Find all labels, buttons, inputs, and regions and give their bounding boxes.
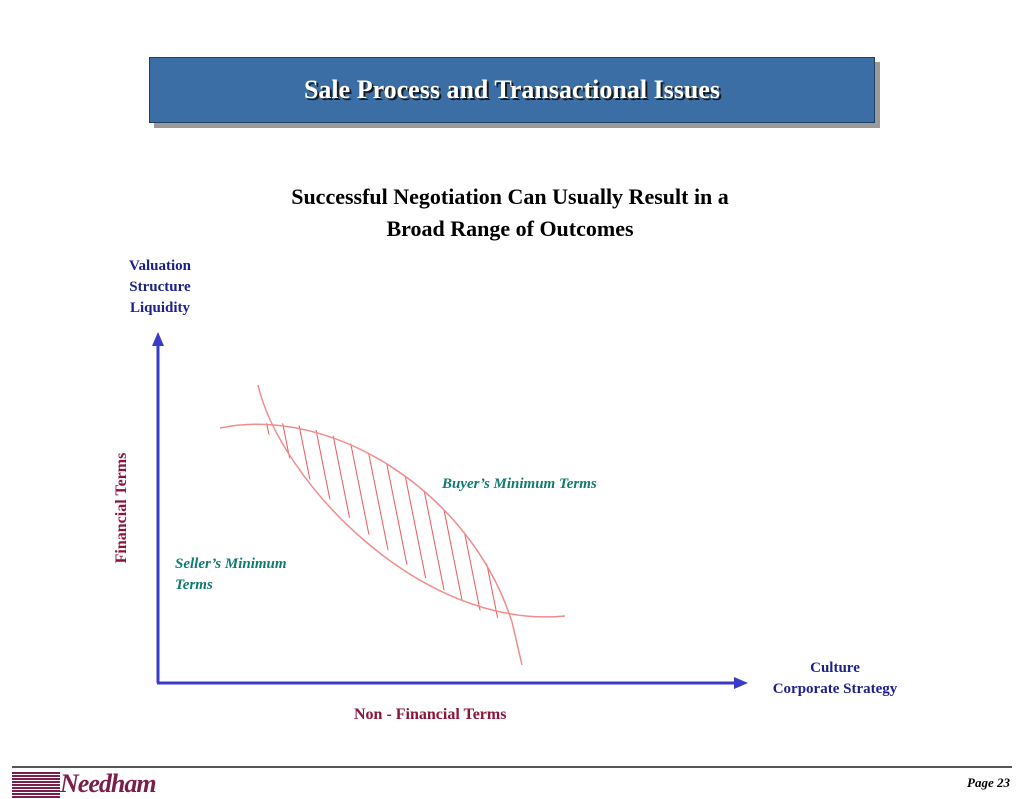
hatch-line <box>293 422 343 622</box>
hatch-line <box>389 422 439 622</box>
buyer-minimum-curve <box>257 384 566 618</box>
buyer-minimum-label: Buyer’s Minimum Terms <box>442 476 597 492</box>
hatch-line <box>357 422 407 622</box>
x-axis-label: Non - Financial Terms <box>354 706 507 723</box>
x-axis-right-labels: Culture Corporate Strategy <box>750 658 920 700</box>
hatch-line <box>437 422 487 622</box>
seller-label-line-2: Terms <box>175 577 213 593</box>
overlap-hatch-region <box>261 422 512 622</box>
seller-minimum-curve <box>219 423 523 666</box>
hatch-line <box>261 422 311 622</box>
hatch-line <box>373 422 423 622</box>
hatch-line <box>453 422 503 622</box>
x-axis-arrowhead <box>734 677 748 689</box>
title-banner: Sale Process and Transactional Issues <box>149 57 875 123</box>
valuation-label: Valuation <box>129 258 191 274</box>
needham-logo: Needham <box>60 769 157 798</box>
structure-label: Structure <box>129 279 191 295</box>
hatch-line <box>485 422 512 622</box>
corporate-strategy-label: Corporate Strategy <box>772 681 898 697</box>
hatch-line <box>405 422 455 622</box>
page-title: Sale Process and Transactional Issues <box>303 75 721 104</box>
subtitle-line-1: Successful Negotiation Can Usually Resul… <box>291 184 729 209</box>
page-number: Page 23 <box>967 775 1010 790</box>
y-axis-top-labels: Valuation Structure Liquidity <box>112 256 208 319</box>
logo-stripes-icon <box>12 772 60 798</box>
hatch-line <box>341 422 391 622</box>
footer-divider <box>12 766 1012 768</box>
hatch-line <box>421 422 471 622</box>
seller-label-line-1: Seller’s Minimum <box>175 556 287 572</box>
y-axis-label: Financial Terms <box>113 452 130 564</box>
hatch-line <box>469 422 512 622</box>
hatch-line <box>309 422 359 622</box>
culture-label: Culture <box>810 660 860 676</box>
hatch-line <box>501 422 512 622</box>
subtitle-line-2: Broad Range of Outcomes <box>386 216 634 241</box>
seller-minimum-label: Seller’s Minimum Terms <box>175 554 287 596</box>
hatch-line <box>325 422 375 622</box>
hatch-line <box>277 422 327 622</box>
y-axis-arrowhead <box>152 332 164 346</box>
liquidity-label: Liquidity <box>129 300 191 316</box>
